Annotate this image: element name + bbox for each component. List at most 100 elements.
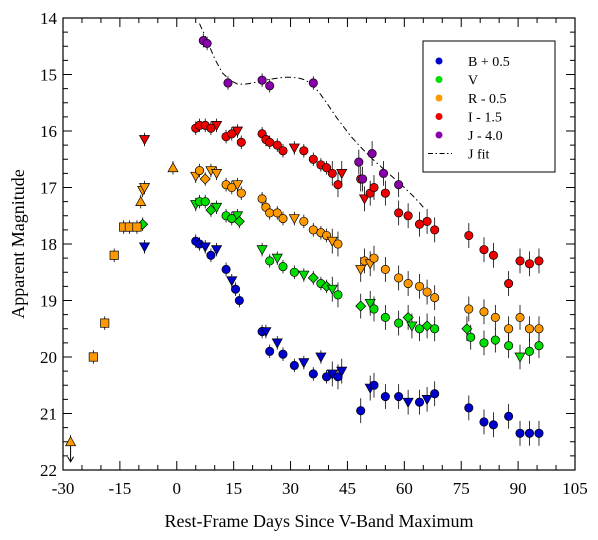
data-point-b-0-5 <box>380 391 390 402</box>
data-point-r-0-5 <box>515 312 525 322</box>
legend-label: B + 0.5 <box>468 55 510 70</box>
data-point-r-0-5 <box>100 318 110 328</box>
data-point-j-4-0 <box>257 75 267 85</box>
data-point-b-0-5 <box>369 380 379 390</box>
data-point-r-0-5 <box>135 195 147 206</box>
data-point-i-1-5 <box>358 194 371 205</box>
data-point-j-4-0 <box>378 168 389 178</box>
data-point-r-0-5 <box>132 222 142 232</box>
data-point-r-0-5 <box>231 180 244 191</box>
data-point-v <box>369 304 379 314</box>
data-point-v <box>333 290 343 300</box>
data-point-v <box>430 324 440 334</box>
data-point-b-0-5 <box>394 391 404 402</box>
data-point-v <box>466 332 476 342</box>
data-point-b-0-5 <box>479 417 489 427</box>
data-point-r-0-5 <box>109 250 119 260</box>
y-axis-label: Apparent Magnitude <box>8 169 28 318</box>
data-point-i-1-5 <box>422 216 432 226</box>
legend-marker <box>435 113 443 120</box>
data-point-v <box>504 341 514 351</box>
data-point-i-1-5 <box>299 146 309 156</box>
y-tick-label: 22 <box>40 461 57 480</box>
data-point-r-0-5 <box>265 208 275 218</box>
data-point-i-1-5 <box>231 126 244 137</box>
data-point-v <box>256 245 268 256</box>
y-tick-label: 17 <box>40 179 58 198</box>
data-point-v <box>514 352 526 363</box>
data-point-r-0-5 <box>308 225 318 235</box>
tick-layer <box>62 17 576 471</box>
data-point-r-0-5 <box>278 214 288 224</box>
data-point-r-0-5 <box>138 183 151 194</box>
data-point-i-1-5 <box>394 208 404 218</box>
data-point-r-0-5 <box>534 324 544 334</box>
data-point-v <box>534 341 544 351</box>
data-point-b-0-5 <box>402 397 414 408</box>
x-axis-label: Rest-Frame Days Since V-Band Maximum <box>165 511 474 531</box>
tick-label-layer: -30 -15 0 15 30 45 60 75 90 105 14 15 16 17 18 19 20 21 22 <box>40 9 588 498</box>
y-tick-label: 18 <box>40 235 57 254</box>
x-tick-label: 105 <box>562 479 588 498</box>
data-point-v <box>211 202 223 213</box>
plot-area <box>64 23 544 463</box>
data-point-i-1-5 <box>403 211 413 221</box>
data-point-i-1-5 <box>211 120 223 132</box>
data-point-r-0-5 <box>403 278 413 289</box>
data-point-b-0-5 <box>336 366 348 377</box>
data-point-b-0-5 <box>221 264 231 274</box>
data-point-r-0-5 <box>257 194 267 204</box>
data-point-i-1-5 <box>322 163 332 173</box>
data-point-i-1-5 <box>138 135 151 146</box>
data-point-r-0-5 <box>288 214 300 225</box>
data-point-i-1-5 <box>333 180 343 190</box>
data-point-i-1-5 <box>272 140 282 150</box>
data-point-v <box>298 270 310 281</box>
data-point-j-4-0 <box>202 38 212 48</box>
data-point-i-1-5 <box>504 278 514 289</box>
data-point-v <box>406 321 418 332</box>
data-point-i-1-5 <box>265 137 275 147</box>
data-point-b-0-5 <box>138 242 151 253</box>
data-point-r-0-5 <box>236 188 246 198</box>
data-point-b-0-5 <box>515 428 525 438</box>
data-point-b-0-5 <box>206 250 216 260</box>
data-point-r-0-5 <box>167 162 179 173</box>
x-tick-label: 15 <box>225 479 242 498</box>
data-point-b-0-5 <box>315 352 327 363</box>
data-point-b-0-5 <box>356 406 366 416</box>
data-point-r-0-5 <box>490 312 500 322</box>
data-point-r-0-5 <box>333 239 343 249</box>
data-point-r-0-5 <box>394 273 404 283</box>
data-point-i-1-5 <box>534 256 544 266</box>
data-point-v <box>380 312 390 322</box>
data-point-i-1-5 <box>369 182 379 193</box>
legend-items: B + 0.5 V R - 0.5 I - 1.5 J - 4.0 J fit <box>428 55 510 163</box>
legend-label: J - 4.0 <box>468 129 503 144</box>
data-point-i-1-5 <box>278 146 288 156</box>
data-point-b-0-5 <box>488 420 499 430</box>
data-point-r-0-5 <box>504 324 514 334</box>
data-point-v <box>414 324 425 334</box>
data-point-v <box>289 267 299 277</box>
data-point-r-0-5 <box>299 216 309 226</box>
data-point-j-4-0 <box>223 78 233 88</box>
data-point-v <box>524 346 535 356</box>
data-point-v <box>421 320 433 332</box>
y-tick-label: 19 <box>40 292 57 311</box>
y-tick-label: 15 <box>40 66 57 85</box>
data-point-b-0-5 <box>234 295 244 306</box>
data-point-b-0-5 <box>430 389 440 399</box>
data-point-v <box>326 284 338 295</box>
data-point-b-0-5 <box>308 369 318 379</box>
data-point-b-0-5 <box>464 403 474 413</box>
data-point-b-0-5 <box>289 360 299 371</box>
data-point-r-0-5 <box>369 253 379 263</box>
legend-box <box>422 40 556 173</box>
data-point-r-0-5 <box>430 293 440 303</box>
data-point-i-1-5 <box>524 259 535 269</box>
data-point-i-1-5 <box>380 188 390 198</box>
data-point-v <box>461 323 473 335</box>
x-tick-label: 30 <box>282 479 299 498</box>
legend-marker <box>435 131 443 139</box>
